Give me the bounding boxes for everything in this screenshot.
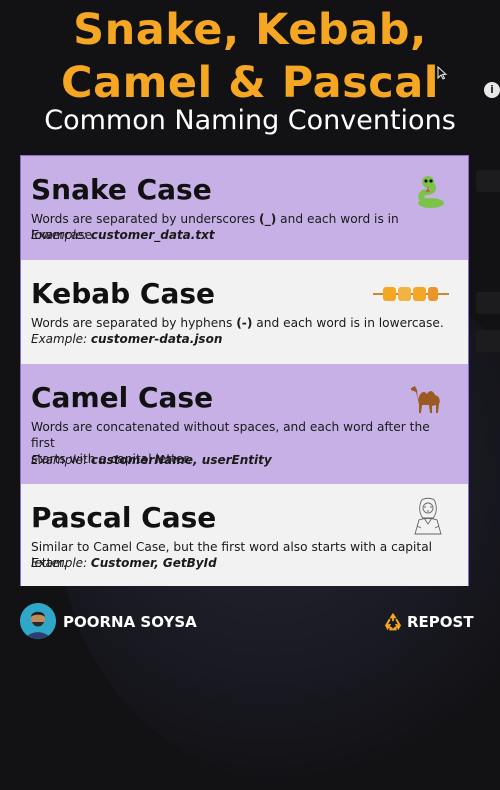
repost-button[interactable]: REPOST — [407, 613, 474, 631]
card-description: Similar to Camel Case, but the first wor… — [31, 540, 433, 570]
card-description: Words are concatenated without spaces, a… — [31, 420, 430, 466]
title-line-1: Snake, Kebab, — [73, 5, 427, 55]
card-kebab-case: Kebab Case Words are separated by hyphen… — [21, 260, 468, 364]
author-name[interactable]: POORNA SOYSA — [63, 613, 197, 631]
card-pascal-case: Pascal Case Similar to Camel Case, but t… — [21, 484, 468, 586]
recycle-icon[interactable] — [382, 611, 404, 633]
card-title: Snake Case — [31, 173, 212, 206]
side-scroll-marker — [476, 292, 500, 314]
side-scroll-marker — [476, 170, 500, 192]
info-icon[interactable]: i — [484, 82, 500, 98]
subtitle: Common Naming Conventions — [44, 105, 456, 136]
side-scroll-marker — [476, 330, 500, 352]
card-title: Camel Case — [31, 381, 214, 414]
card-example: Example: customer_data.txt — [31, 228, 215, 242]
avatar-person-icon — [20, 603, 56, 639]
pascal-portrait-icon — [414, 497, 442, 535]
mouse-cursor-icon — [437, 66, 447, 80]
card-title: Pascal Case — [31, 501, 217, 534]
camel-icon — [411, 386, 440, 413]
card-example: Example: customerName, userEntity — [31, 453, 272, 467]
conventions-card-list: Snake Case Words are separated by unders… — [20, 155, 469, 586]
card-snake-case: Snake Case Words are separated by unders… — [21, 156, 468, 260]
card-example: Example: Customer, GetById — [31, 556, 217, 570]
snake-icon — [418, 176, 444, 208]
kebab-skewer-icon — [373, 287, 449, 301]
card-example: Example: customer-data.json — [31, 332, 223, 346]
title-line-2: Camel & Pascal — [61, 58, 439, 108]
card-description: Words are separated by underscores (_) a… — [31, 212, 399, 242]
avatar[interactable] — [20, 603, 56, 639]
card-camel-case: Camel Case Words are concatenated withou… — [21, 364, 468, 484]
card-description: Words are separated by hyphens (-) and e… — [31, 316, 444, 330]
card-title: Kebab Case — [31, 277, 216, 310]
